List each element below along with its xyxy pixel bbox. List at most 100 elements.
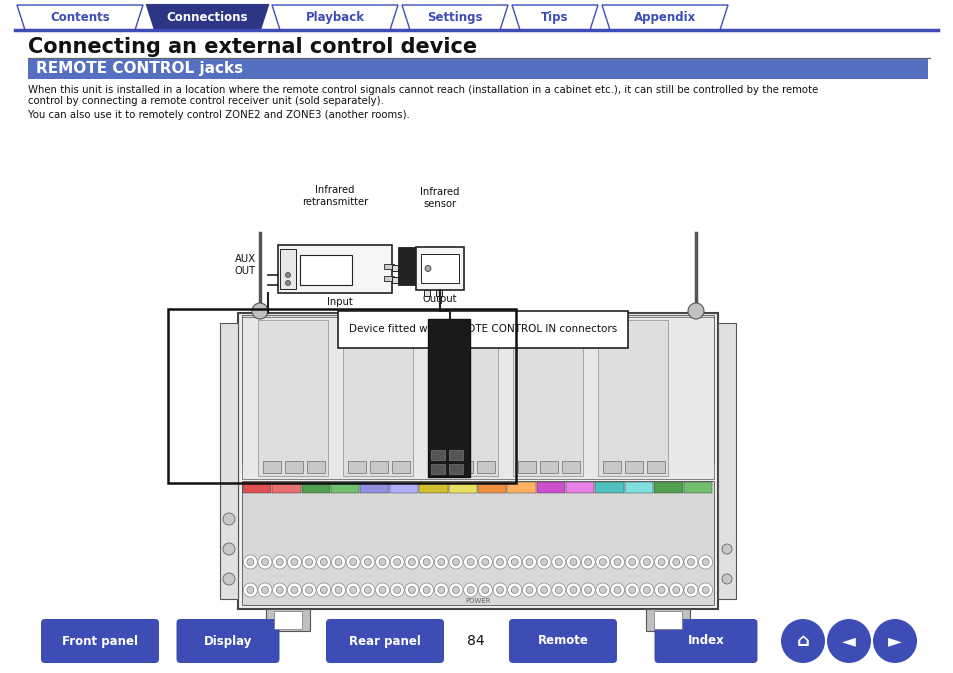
- Bar: [537, 482, 564, 493]
- Circle shape: [701, 586, 708, 594]
- Circle shape: [437, 586, 444, 594]
- Circle shape: [302, 583, 315, 597]
- Bar: [449, 464, 462, 474]
- Circle shape: [360, 555, 375, 569]
- FancyBboxPatch shape: [509, 619, 617, 663]
- Circle shape: [437, 559, 444, 565]
- Circle shape: [364, 586, 371, 594]
- Circle shape: [698, 583, 712, 597]
- Circle shape: [316, 583, 331, 597]
- Circle shape: [540, 586, 547, 594]
- Circle shape: [452, 559, 459, 565]
- Circle shape: [598, 559, 606, 565]
- Circle shape: [394, 559, 400, 565]
- Text: AUX
OUT: AUX OUT: [234, 254, 255, 276]
- Circle shape: [467, 559, 474, 565]
- Bar: [277, 245, 392, 293]
- Circle shape: [639, 555, 653, 569]
- Circle shape: [525, 559, 533, 565]
- Circle shape: [669, 555, 682, 569]
- Circle shape: [261, 586, 268, 594]
- Circle shape: [257, 583, 272, 597]
- Circle shape: [537, 583, 551, 597]
- Bar: [360, 482, 389, 493]
- Text: Front panel: Front panel: [62, 635, 138, 647]
- Circle shape: [598, 586, 606, 594]
- Bar: [517, 461, 536, 473]
- Circle shape: [555, 586, 561, 594]
- Bar: [220, 323, 237, 599]
- Circle shape: [394, 586, 400, 594]
- Circle shape: [566, 583, 579, 597]
- Circle shape: [350, 586, 356, 594]
- FancyBboxPatch shape: [41, 619, 159, 663]
- Text: Connecting an external control device: Connecting an external control device: [28, 37, 476, 57]
- Text: REMOTE CONTROL jacks: REMOTE CONTROL jacks: [36, 61, 243, 77]
- Circle shape: [223, 543, 234, 555]
- Bar: [428, 320, 497, 476]
- Bar: [433, 461, 451, 473]
- Bar: [561, 461, 579, 473]
- Circle shape: [223, 513, 234, 525]
- Bar: [436, 290, 441, 296]
- Circle shape: [658, 586, 664, 594]
- Circle shape: [596, 583, 609, 597]
- Circle shape: [584, 586, 591, 594]
- Bar: [449, 450, 462, 460]
- Circle shape: [331, 555, 345, 569]
- Bar: [654, 482, 682, 493]
- Bar: [476, 461, 495, 473]
- Text: ⌂: ⌂: [796, 632, 808, 650]
- Circle shape: [287, 555, 301, 569]
- Circle shape: [449, 583, 462, 597]
- Bar: [337, 311, 627, 348]
- Circle shape: [525, 586, 533, 594]
- Circle shape: [285, 281, 291, 285]
- Bar: [168, 309, 516, 483]
- Bar: [273, 482, 300, 493]
- Circle shape: [273, 583, 287, 597]
- Text: Tips: Tips: [540, 11, 568, 24]
- Circle shape: [481, 559, 488, 565]
- Circle shape: [408, 586, 415, 594]
- Bar: [683, 482, 711, 493]
- Circle shape: [335, 559, 341, 565]
- Circle shape: [335, 586, 341, 594]
- Circle shape: [305, 586, 313, 594]
- Bar: [242, 315, 713, 464]
- Circle shape: [287, 583, 301, 597]
- Circle shape: [257, 555, 272, 569]
- Bar: [331, 482, 359, 493]
- Bar: [392, 461, 410, 473]
- Bar: [455, 461, 473, 473]
- Circle shape: [375, 583, 389, 597]
- Circle shape: [408, 559, 415, 565]
- Text: ►: ►: [887, 632, 901, 650]
- Circle shape: [584, 559, 591, 565]
- Circle shape: [642, 559, 650, 565]
- Text: ◄: ◄: [841, 632, 855, 650]
- Bar: [423, 290, 430, 296]
- Circle shape: [291, 559, 297, 565]
- Circle shape: [273, 555, 287, 569]
- Bar: [646, 461, 664, 473]
- Circle shape: [378, 559, 386, 565]
- Text: Index: Index: [687, 635, 723, 647]
- Circle shape: [434, 555, 448, 569]
- Bar: [539, 461, 558, 473]
- Bar: [448, 482, 476, 493]
- Circle shape: [698, 555, 712, 569]
- Circle shape: [701, 559, 708, 565]
- Bar: [263, 461, 281, 473]
- Bar: [390, 482, 417, 493]
- Circle shape: [721, 544, 731, 554]
- Circle shape: [493, 555, 506, 569]
- Text: Contents: Contents: [51, 11, 110, 24]
- Circle shape: [624, 555, 639, 569]
- Circle shape: [672, 586, 679, 594]
- Circle shape: [872, 619, 916, 663]
- Bar: [257, 320, 328, 476]
- Circle shape: [610, 555, 624, 569]
- Circle shape: [610, 583, 624, 597]
- Bar: [507, 482, 536, 493]
